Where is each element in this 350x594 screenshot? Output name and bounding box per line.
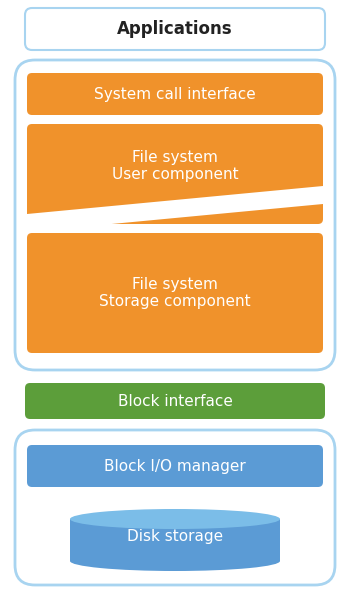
FancyBboxPatch shape [70,519,280,561]
Ellipse shape [70,509,280,529]
Text: Block interface: Block interface [118,393,232,409]
Text: Applications: Applications [117,20,233,38]
FancyBboxPatch shape [15,430,335,585]
FancyBboxPatch shape [25,8,325,50]
FancyBboxPatch shape [27,445,323,487]
FancyBboxPatch shape [25,383,325,419]
FancyBboxPatch shape [27,73,323,115]
Text: System call interface: System call interface [94,87,256,102]
Polygon shape [27,186,323,232]
Text: Disk storage: Disk storage [127,529,223,544]
Text: Block I/O manager: Block I/O manager [104,459,246,473]
Text: File system
User component: File system User component [112,150,238,182]
FancyBboxPatch shape [27,233,323,353]
Ellipse shape [70,551,280,571]
FancyBboxPatch shape [15,60,335,370]
Text: File system
Storage component: File system Storage component [99,277,251,309]
FancyBboxPatch shape [27,124,323,224]
